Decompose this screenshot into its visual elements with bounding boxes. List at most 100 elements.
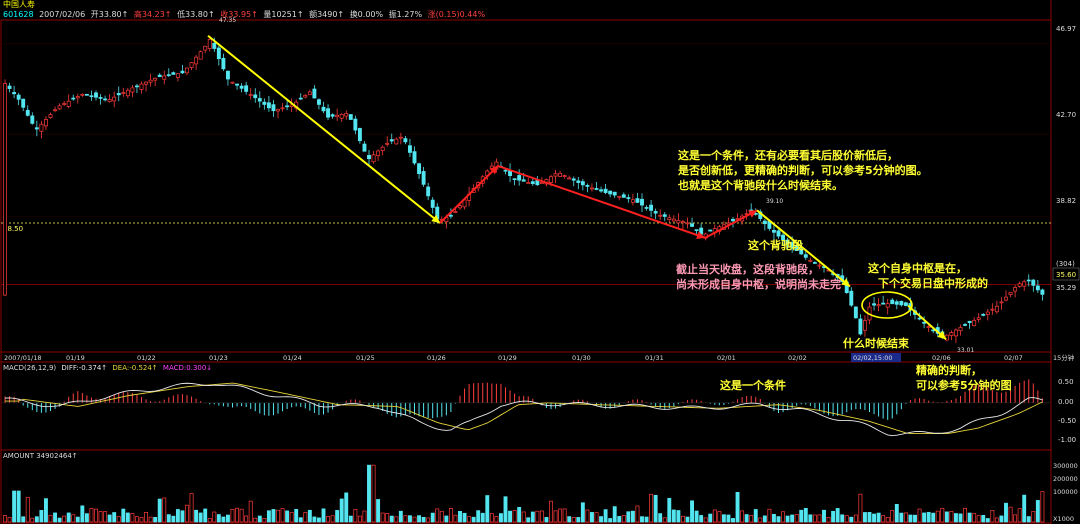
amount-bar <box>635 505 640 523</box>
amount-bar <box>62 515 67 523</box>
quote-amount: 额3490↑ <box>309 10 345 19</box>
candle-down <box>881 302 886 305</box>
amount-bar <box>1008 506 1013 523</box>
amount-bar <box>530 511 535 523</box>
candle-down <box>239 85 244 89</box>
amount-bar <box>594 512 599 523</box>
price-tick: 42.70 <box>1056 111 1076 119</box>
amount-bar <box>899 512 904 523</box>
amount-bar <box>703 517 708 523</box>
amount-bar <box>630 510 635 523</box>
candle-up <box>175 73 180 78</box>
amount-bar <box>740 510 745 523</box>
trend-arrowhead <box>696 231 705 239</box>
candle-up <box>39 123 44 132</box>
candle-up <box>1017 283 1022 287</box>
date-tick: 01/26 <box>427 354 446 362</box>
amount-bar <box>744 514 749 523</box>
candle-down <box>890 299 895 305</box>
amount-bar <box>712 509 717 523</box>
amount-bar <box>75 516 80 523</box>
amount-bar <box>913 514 917 523</box>
price-tick: 35.29 <box>1056 284 1076 292</box>
amount-bar <box>385 513 390 523</box>
amount-bar <box>785 515 790 523</box>
amount-bar <box>849 516 854 523</box>
amount-bar <box>189 493 194 523</box>
amount-bar <box>439 510 444 523</box>
candle-down <box>803 254 808 258</box>
candle-down <box>708 229 713 232</box>
amount-bar <box>771 513 776 523</box>
candle-up <box>3 83 7 296</box>
price-gridlines <box>1 43 1051 217</box>
amount-bar <box>207 518 212 523</box>
quote-high: 高34.23↑ <box>133 10 172 19</box>
annotation-line: 可以参考5分钟的图 <box>916 379 1012 392</box>
amount-bar <box>926 511 931 523</box>
candle-down <box>408 145 412 153</box>
annotation-hub-note: 这个自身中枢是在， 下个交易日盘中形成的 <box>868 261 988 291</box>
amount-bar <box>758 517 763 523</box>
amount-bar <box>790 514 795 523</box>
candle-down <box>84 94 89 96</box>
amount-bar <box>908 514 913 523</box>
amount-bar <box>935 510 940 523</box>
candle-up <box>953 329 958 337</box>
candle-up <box>339 113 344 119</box>
amount-bar <box>990 510 995 523</box>
candle-down <box>317 99 321 105</box>
amount-bar <box>508 510 513 523</box>
date-tick: 01/24 <box>283 354 302 362</box>
amount-bar <box>917 508 922 523</box>
candle-up <box>1013 287 1018 292</box>
amount-bar <box>194 509 199 523</box>
candle-up <box>185 67 189 74</box>
candle-up <box>66 100 71 107</box>
candle-up <box>107 99 112 103</box>
candle-down <box>503 169 508 172</box>
date-tick: 01/23 <box>209 354 228 362</box>
amount-bar <box>1026 516 1031 523</box>
candle-down <box>34 127 39 130</box>
candle-down <box>799 248 804 255</box>
amount-bar <box>940 507 945 523</box>
amount-bar <box>840 514 845 523</box>
quote-open: 开33.80↑ <box>90 10 129 19</box>
macd-tick: 0.50 <box>1058 378 1074 386</box>
price-tick: 46.97 <box>1056 25 1076 33</box>
amount-bar <box>317 517 321 523</box>
amount-bar <box>48 514 53 523</box>
candle-down <box>257 98 262 102</box>
amount-bar <box>503 496 508 523</box>
candle-down <box>594 188 599 190</box>
amount-bar <box>289 512 294 523</box>
candle-down <box>135 85 139 88</box>
amount-bar <box>767 508 772 523</box>
amount-bar <box>3 515 7 523</box>
candle-down <box>253 94 258 99</box>
candle-down <box>785 239 790 245</box>
quote-change: 涨(0.15)0.44% <box>427 10 486 19</box>
amount-bar <box>198 512 203 523</box>
date-tick: 01/31 <box>645 354 664 362</box>
candle-down <box>71 97 76 100</box>
candle-down <box>426 186 431 197</box>
candle-up <box>1008 291 1013 295</box>
candle-down <box>858 318 863 335</box>
amount-bar <box>558 508 563 523</box>
candle-down <box>116 93 121 96</box>
amount-bar <box>380 512 385 523</box>
amount-bar <box>521 511 526 523</box>
amount-bar <box>185 504 189 523</box>
amount-bar <box>944 511 949 523</box>
candle-down <box>771 229 776 233</box>
amount-bar <box>617 516 622 523</box>
amount-bar <box>862 512 867 523</box>
amount-bar <box>103 511 108 523</box>
candle-down <box>967 320 972 324</box>
amount-bar <box>89 507 94 523</box>
candle-down <box>430 199 435 208</box>
amount-bar <box>612 506 617 523</box>
